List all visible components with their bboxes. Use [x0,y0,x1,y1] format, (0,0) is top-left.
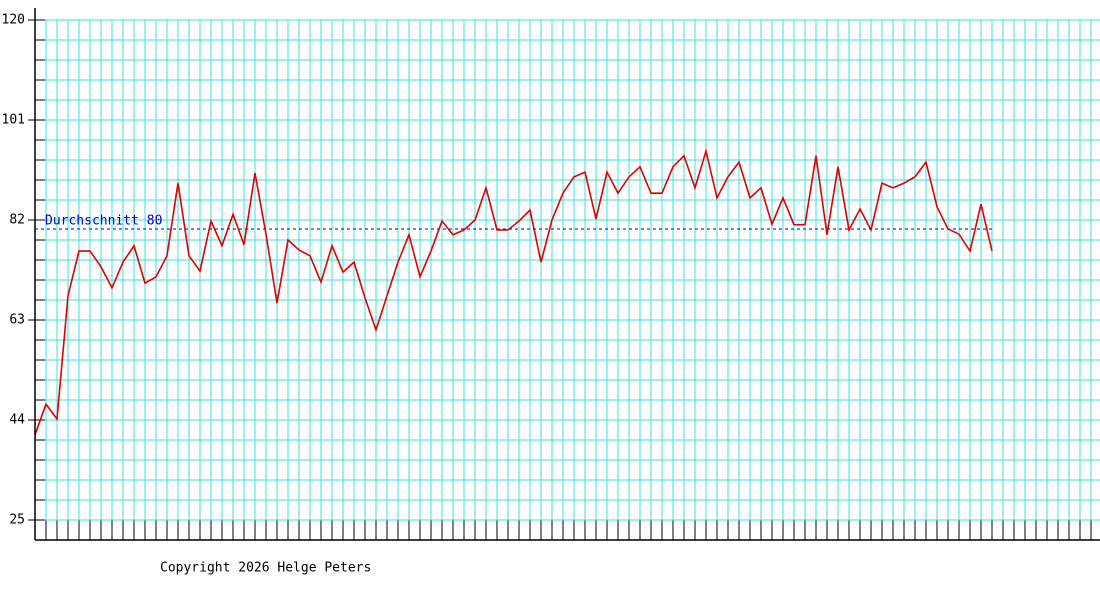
data-line [34,147,993,436]
y-tick-label: 101 [2,113,25,128]
y-tick-label: 63 [9,313,25,328]
copyright: Copyright 2026 Helge Peters [160,561,371,576]
average-label: Durchschnitt 80 [45,213,162,228]
y-tick-label: 25 [9,513,25,528]
y-tick-label: 120 [2,13,25,28]
grid: 25 44 63 82 101 120 [2,13,1100,540]
y-tick-label: 82 [9,213,25,228]
plot: Durchschnitt 80 [34,147,993,436]
y-tick-label: 44 [9,413,25,428]
